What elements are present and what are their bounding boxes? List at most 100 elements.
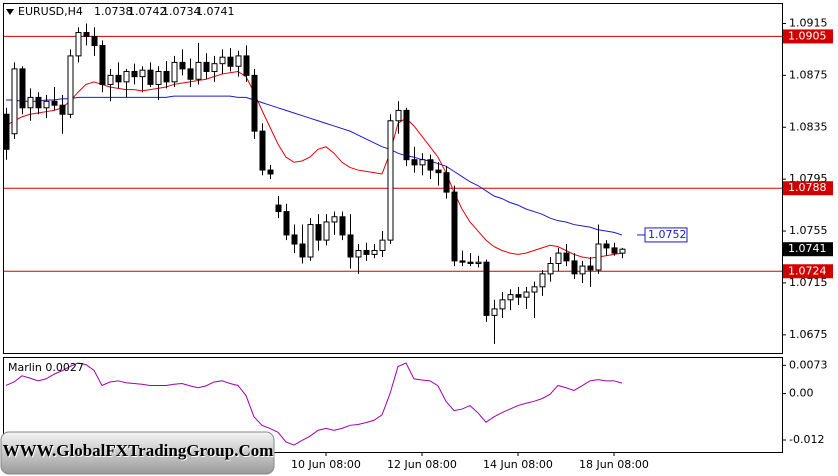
candle-body (587, 265, 594, 271)
candle-body (35, 96, 42, 109)
candle-body (331, 216, 338, 223)
candle-body (155, 70, 162, 85)
ohlc-high: 1.0742 (128, 5, 167, 18)
candle-body (467, 261, 474, 264)
h-line-label: 1.0905 (788, 29, 827, 42)
h-line-label: 1.0788 (788, 181, 827, 194)
candle-body (355, 250, 362, 258)
candle-body (171, 61, 178, 83)
candle-body (531, 286, 538, 293)
candle-body (611, 247, 618, 254)
candle-body (107, 74, 114, 85)
candle-body (275, 204, 282, 213)
candle-body (123, 70, 130, 83)
ohlc-open: 1.0738 (94, 5, 133, 18)
price-label-box (783, 242, 833, 257)
y-tick-label: 0.00 (789, 387, 814, 400)
y-tick-label: 1.0915 (789, 16, 828, 29)
candle-body (523, 291, 530, 298)
candle-body (307, 224, 314, 258)
ma-label: 1.0752 (648, 228, 687, 241)
y-tick-label: 0.0073 (789, 358, 828, 371)
moving-average (6, 95, 623, 236)
candle-body (179, 61, 186, 70)
candle-body (387, 120, 394, 241)
candle-body (91, 35, 98, 47)
candle-body (3, 113, 10, 150)
watermark-box (0, 431, 275, 475)
candle-body (267, 169, 274, 175)
candle-body (619, 248, 626, 254)
candle-body (571, 260, 578, 275)
candle-body (19, 68, 26, 109)
x-tick-label: 14 Jun 08:00 (483, 458, 553, 471)
candle-body (163, 70, 170, 83)
h-line-label-box (783, 29, 833, 44)
candle-body (115, 74, 122, 83)
candle-body (187, 68, 194, 80)
candle-body (339, 216, 346, 236)
candle-body (99, 45, 106, 85)
ma-label-box (644, 227, 688, 243)
h-line-label-box (783, 264, 833, 279)
candle-body (11, 68, 18, 135)
y-tick-label: 1.0715 (789, 276, 828, 289)
candle-body (235, 55, 242, 67)
candle-body (491, 308, 498, 316)
candle-body (395, 109, 402, 122)
candle-body (131, 70, 138, 78)
candle-body (147, 69, 154, 85)
y-tick-label: 1.0835 (789, 120, 828, 133)
watermark-shadow: WWW.GlobalFXTradingGroup.Com (4, 442, 275, 461)
candle-body (323, 221, 330, 241)
candle-body (507, 294, 514, 301)
candle-body (427, 159, 434, 171)
watermark-text: WWW.GlobalFXTradingGroup.Com (3, 441, 274, 460)
candle-body (371, 250, 378, 255)
x-tick-label: 12 Jun 08:00 (387, 458, 457, 471)
candle-body (579, 265, 586, 275)
y-tick-label: -0.012 (789, 433, 824, 446)
candle-body (243, 55, 250, 76)
h-line-label: 1.0724 (788, 264, 827, 277)
candle-body (227, 56, 234, 67)
candle-body (315, 224, 322, 241)
indicator-title: Marlin 0.0027 (8, 361, 84, 374)
candle-body (539, 273, 546, 288)
candle-body (59, 104, 66, 115)
candle-body (451, 191, 458, 262)
candle-body (347, 234, 354, 258)
y-tick-label: 1.0675 (789, 328, 828, 341)
candle-body (443, 172, 450, 193)
candle-body (363, 250, 370, 255)
candle-body (251, 74, 258, 132)
candle-body (51, 100, 58, 106)
candle-body (291, 234, 298, 245)
candle-body (475, 261, 482, 264)
indicator-line (5, 362, 623, 446)
candle-body (483, 261, 490, 316)
h-line-label-box (783, 181, 833, 196)
candle-body (547, 262, 554, 275)
candle-body (379, 239, 386, 252)
candle-body (603, 243, 610, 249)
ohlc-low: 1.0734 (162, 5, 201, 18)
moving-average (5, 70, 623, 259)
candle-body (299, 243, 306, 258)
candle-body (43, 100, 50, 109)
candle-body (435, 169, 442, 174)
candle-body (195, 61, 202, 80)
candle-body (403, 109, 410, 161)
candle-body (75, 32, 82, 57)
candle-body (283, 211, 290, 236)
price-label: 1.0741 (788, 242, 827, 255)
candle-body (419, 159, 426, 166)
candle-body (139, 69, 146, 78)
candle-body (411, 159, 418, 166)
candle-body (259, 130, 266, 171)
watermark: WWW.GlobalFXTradingGroup.Com WWW.GlobalF… (0, 431, 275, 475)
candle-body (555, 252, 562, 264)
x-tick-label: 18 Jun 08:00 (579, 458, 649, 471)
candle-body (499, 299, 506, 310)
